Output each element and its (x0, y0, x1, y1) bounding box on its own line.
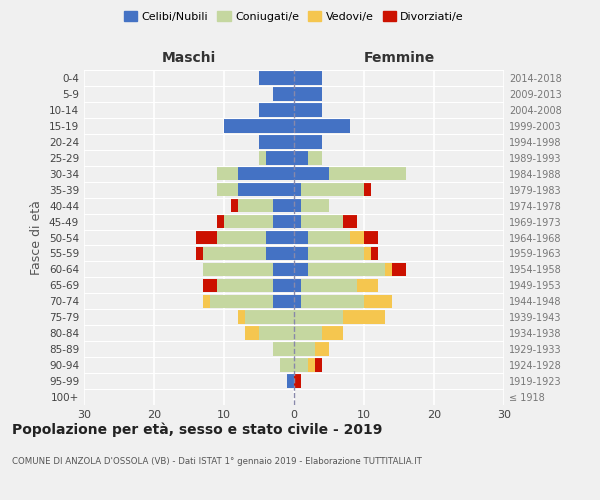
Bar (203, 294, 210, 308)
Text: Maschi: Maschi (162, 51, 216, 65)
Bar (224, 215, 273, 228)
Bar (343, 215, 357, 228)
Bar (294, 151, 308, 164)
Bar (294, 342, 315, 356)
Bar (273, 215, 294, 228)
Bar (308, 230, 350, 244)
Bar (273, 294, 294, 308)
Bar (203, 262, 273, 276)
Bar (294, 374, 301, 388)
Bar (273, 278, 294, 292)
Bar (245, 326, 259, 340)
Bar (259, 326, 294, 340)
Bar (308, 358, 315, 372)
Bar (392, 262, 406, 276)
Bar (294, 167, 329, 180)
Bar (329, 167, 406, 180)
Bar (217, 183, 238, 196)
Bar (357, 278, 378, 292)
Bar (196, 246, 203, 260)
Text: COMUNE DI ANZOLA D'OSSOLA (VB) - Dati ISTAT 1° gennaio 2019 - Elaborazione TUTTI: COMUNE DI ANZOLA D'OSSOLA (VB) - Dati IS… (12, 458, 422, 466)
Bar (273, 262, 294, 276)
Bar (294, 358, 308, 372)
Bar (238, 183, 294, 196)
Bar (217, 215, 224, 228)
Bar (308, 262, 385, 276)
Bar (294, 183, 301, 196)
Bar (294, 246, 308, 260)
Bar (259, 103, 294, 117)
Bar (294, 199, 301, 212)
Bar (266, 230, 294, 244)
Bar (210, 294, 273, 308)
Bar (266, 246, 294, 260)
Bar (294, 71, 322, 85)
Bar (294, 262, 308, 276)
Bar (238, 310, 245, 324)
Bar (217, 167, 238, 180)
Bar (350, 230, 364, 244)
Bar (301, 294, 364, 308)
Bar (294, 103, 322, 117)
Bar (217, 278, 273, 292)
Bar (322, 326, 343, 340)
Bar (294, 294, 301, 308)
Bar (315, 342, 329, 356)
Bar (294, 119, 350, 132)
Bar (203, 246, 266, 260)
Bar (245, 310, 294, 324)
Bar (343, 310, 385, 324)
Bar (238, 199, 273, 212)
Bar (259, 135, 294, 148)
Bar (224, 119, 294, 132)
Bar (294, 326, 322, 340)
Bar (266, 151, 294, 164)
Bar (217, 230, 266, 244)
Bar (294, 135, 322, 148)
Bar (196, 230, 217, 244)
Text: Popolazione per età, sesso e stato civile - 2019: Popolazione per età, sesso e stato civil… (12, 422, 382, 437)
Bar (294, 215, 301, 228)
Bar (273, 87, 294, 101)
Bar (273, 199, 294, 212)
Bar (364, 246, 371, 260)
Bar (308, 151, 322, 164)
Bar (259, 71, 294, 85)
Bar (294, 87, 322, 101)
Y-axis label: Fasce di età: Fasce di età (31, 200, 43, 275)
Bar (238, 167, 294, 180)
Bar (371, 246, 378, 260)
Bar (294, 310, 343, 324)
Bar (259, 151, 266, 164)
Bar (203, 278, 217, 292)
Bar (301, 183, 364, 196)
Bar (294, 230, 308, 244)
Bar (301, 199, 329, 212)
Bar (231, 199, 238, 212)
Bar (364, 230, 378, 244)
Bar (294, 278, 301, 292)
Bar (385, 262, 392, 276)
Bar (364, 294, 392, 308)
Bar (301, 215, 343, 228)
Bar (273, 342, 294, 356)
Bar (308, 246, 364, 260)
Bar (301, 278, 357, 292)
Legend: Celibi/Nubili, Coniugati/e, Vedovi/e, Divorziati/e: Celibi/Nubili, Coniugati/e, Vedovi/e, Di… (121, 8, 467, 25)
Bar (364, 183, 371, 196)
Text: Femmine: Femmine (364, 51, 434, 65)
Bar (280, 358, 294, 372)
Bar (315, 358, 322, 372)
Bar (287, 374, 294, 388)
